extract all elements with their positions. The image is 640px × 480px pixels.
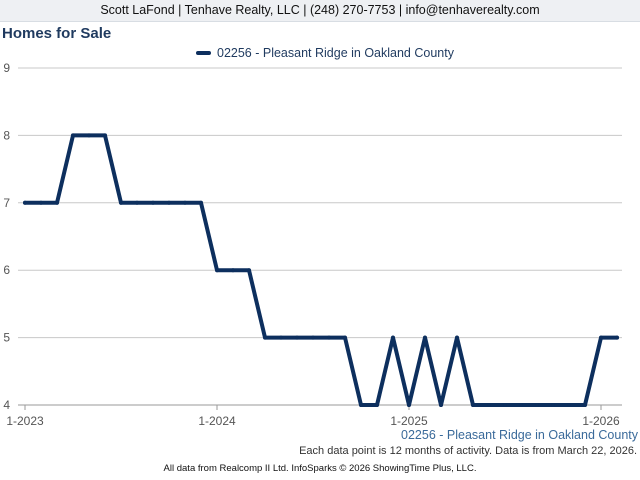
- y-tick-label: 5: [3, 331, 10, 345]
- y-tick-label: 7: [3, 196, 10, 210]
- data-point: [279, 335, 283, 340]
- x-tick-label: 1-2026: [582, 414, 620, 428]
- data-point: [87, 133, 91, 138]
- area-label: 02256 - Pleasant Ridge in Oakland County: [401, 428, 638, 442]
- data-point: [519, 403, 523, 407]
- data-point: [615, 335, 619, 340]
- data-point: [167, 200, 171, 205]
- legend-label: 02256 - Pleasant Ridge in Oakland County: [217, 46, 454, 60]
- data-point: [103, 133, 107, 138]
- y-tick-label: 4: [3, 398, 10, 412]
- data-point: [375, 403, 379, 407]
- data-point: [23, 200, 27, 205]
- data-point: [39, 200, 43, 205]
- data-point: [423, 335, 427, 340]
- y-tick-label: 8: [3, 128, 10, 142]
- data-point: [487, 403, 491, 407]
- contact-bar: Scott LaFond | Tenhave Realty, LLC | (24…: [0, 0, 640, 22]
- data-point: [439, 403, 443, 407]
- legend-swatch: [196, 51, 211, 55]
- data-point: [119, 200, 123, 205]
- data-point: [247, 268, 251, 273]
- y-tick-label: 9: [3, 61, 10, 75]
- data-point: [359, 403, 363, 407]
- data-point: [407, 403, 411, 407]
- data-point: [503, 403, 507, 407]
- data-point: [311, 335, 315, 340]
- data-point: [151, 200, 155, 205]
- data-point: [455, 335, 459, 340]
- data-point: [231, 268, 235, 273]
- data-point: [599, 335, 603, 340]
- data-point: [535, 403, 539, 407]
- data-point: [55, 200, 59, 205]
- data-point: [583, 403, 587, 407]
- data-point: [327, 335, 331, 340]
- data-point: [295, 335, 299, 340]
- x-tick-label: 1-2024: [198, 414, 236, 428]
- legend[interactable]: 02256 - Pleasant Ridge in Oakland County: [196, 44, 454, 62]
- data-point: [71, 133, 75, 138]
- data-point: [567, 403, 571, 407]
- x-tick-label: 1-2023: [6, 414, 44, 428]
- data-point: [343, 335, 347, 340]
- data-point: [183, 200, 187, 205]
- data-point: [135, 200, 139, 205]
- data-point: [215, 268, 219, 273]
- data-point: [391, 335, 395, 340]
- footnote: Each data point is 12 months of activity…: [299, 445, 637, 457]
- footer-credit: All data from Realcomp II Ltd. InfoSpark…: [163, 463, 477, 474]
- data-point: [471, 403, 475, 407]
- data-point: [551, 403, 555, 407]
- chart-title: Homes for Sale: [2, 25, 112, 42]
- series-line: [23, 133, 619, 407]
- data-point: [199, 200, 203, 205]
- y-tick-label: 6: [3, 263, 10, 277]
- contact-info: Scott LaFond | Tenhave Realty, LLC | (24…: [100, 3, 540, 17]
- data-point: [263, 335, 267, 340]
- x-tick-label: 1-2025: [390, 414, 428, 428]
